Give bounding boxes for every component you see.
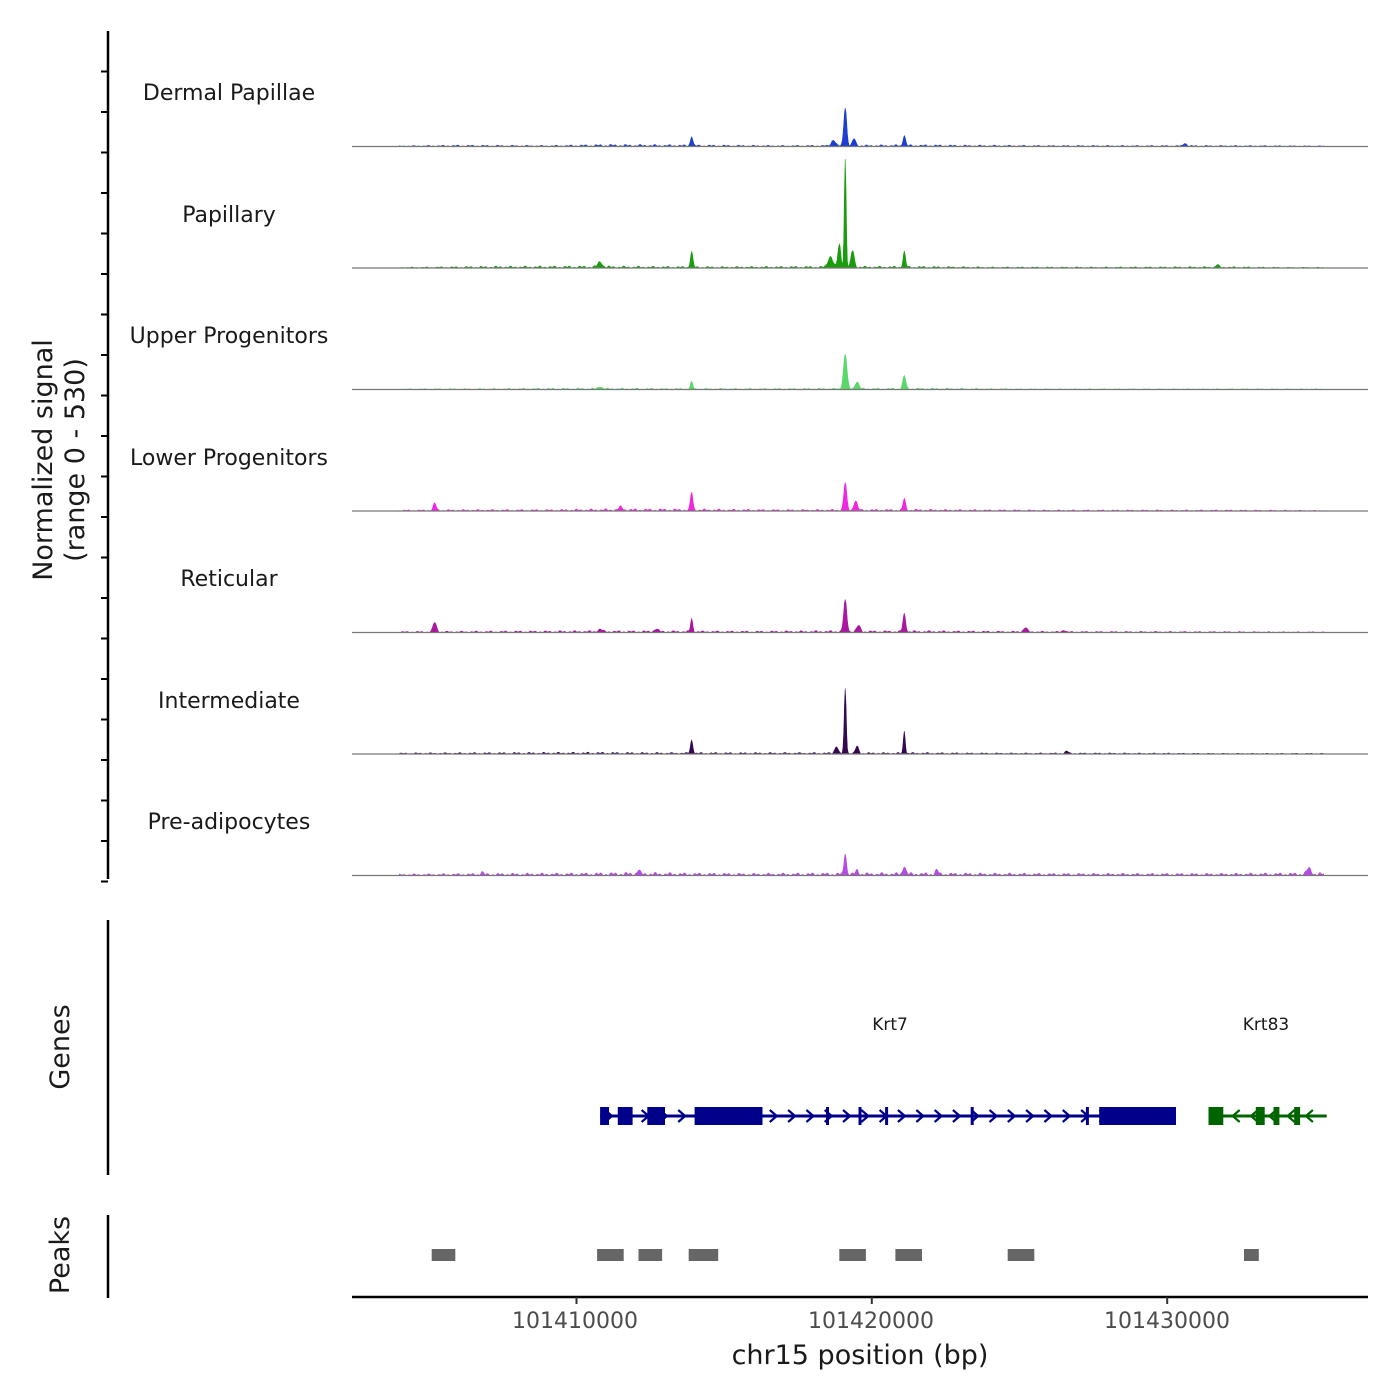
strand-chevron — [677, 1109, 687, 1123]
track-label-reticular: Reticular — [180, 567, 278, 592]
exon-mark-krt7 — [885, 1107, 889, 1125]
coverage-area-intermediate — [399, 688, 1324, 755]
x-axis-title: chr15 position (bp) — [732, 1340, 989, 1371]
coverage-tracks — [352, 108, 1368, 877]
strand-chevron — [842, 1109, 852, 1123]
track-labels: Dermal Papillae Papillary Upper Progenit… — [130, 81, 329, 835]
strand-chevron — [1249, 1109, 1259, 1123]
coverage-area-reticular — [399, 599, 1324, 633]
coverage-area-upper-progenitors — [399, 354, 1324, 390]
signal-axis-ticks — [101, 70, 108, 883]
exon-mark-krt7 — [970, 1107, 974, 1125]
peak-region — [895, 1249, 922, 1261]
strand-chevron — [860, 1109, 870, 1123]
strand-chevron — [1231, 1109, 1241, 1123]
track-label-dermal-papillae: Dermal Papillae — [143, 81, 315, 106]
strand-chevron — [769, 1109, 779, 1123]
exon-krt83 — [1273, 1107, 1280, 1125]
strand-chevron — [1007, 1109, 1017, 1123]
strand-chevron — [988, 1109, 999, 1123]
peaks-panel-label: Peaks — [45, 1216, 76, 1294]
exon-krt83 — [1294, 1107, 1301, 1125]
y-axis-title: Normalized signal — [28, 339, 59, 581]
x-tick-label-1: 101410000 — [512, 1309, 638, 1334]
strand-chevron — [1025, 1109, 1035, 1123]
exon-krt83 — [1208, 1107, 1224, 1125]
exon-krt7 — [617, 1107, 633, 1125]
track-label-upper-progenitors: Upper Progenitors — [130, 324, 329, 349]
strand-chevron — [933, 1109, 944, 1123]
gene-label-krt83: Krt83 — [1243, 1015, 1289, 1035]
x-tick-label-3: 101430000 — [1104, 1309, 1230, 1334]
gene-label-krt7: Krt7 — [872, 1015, 908, 1035]
y-axis-range: (range 0 - 530) — [60, 358, 91, 562]
track-label-papillary: Papillary — [182, 203, 276, 228]
genes-panel-label: Genes — [45, 1004, 76, 1089]
strand-chevron — [915, 1109, 925, 1123]
peak-region — [597, 1249, 624, 1261]
coverage-area-papillary — [399, 159, 1324, 269]
peak-region — [431, 1249, 456, 1261]
peak-region — [688, 1249, 719, 1261]
strand-chevron — [1285, 1109, 1296, 1123]
peak-region — [839, 1249, 866, 1261]
exon-mark-krt7 — [826, 1107, 829, 1125]
strand-chevron — [787, 1109, 797, 1123]
exon-mark-krt7 — [858, 1107, 862, 1125]
exon-krt7 — [647, 1107, 665, 1125]
exon-krt83 — [1255, 1107, 1265, 1125]
gene-track: Krt7 Krt83 — [600, 1015, 1327, 1125]
exon-krt7 — [694, 1107, 763, 1125]
strand-chevron — [1061, 1109, 1072, 1123]
track-label-intermediate: Intermediate — [158, 689, 300, 714]
x-axis-ticks: 101410000 101420000 101430000 — [512, 1297, 1230, 1334]
exon-mark-krt7 — [1085, 1107, 1089, 1125]
strand-chevron — [1043, 1109, 1054, 1123]
track-label-lower-progenitors: Lower Progenitors — [130, 446, 328, 471]
peak-track — [431, 1249, 1259, 1261]
exon-krt7 — [600, 1107, 609, 1125]
strand-chevron — [805, 1109, 816, 1123]
peak-region — [1244, 1249, 1259, 1261]
coverage-area-lower-progenitors — [399, 482, 1324, 512]
peak-region — [638, 1249, 663, 1261]
exon-krt7 — [1099, 1107, 1176, 1125]
coverage-area-pre-adipocytes — [399, 853, 1324, 876]
peak-region — [1007, 1249, 1035, 1261]
x-tick-label-2: 101420000 — [808, 1309, 934, 1334]
track-label-pre-adipocytes: Pre-adipocytes — [148, 810, 311, 835]
coverage-area-dermal-papillae — [399, 108, 1324, 147]
strand-chevron — [897, 1109, 907, 1123]
strand-chevron — [1304, 1109, 1314, 1123]
strand-chevron — [952, 1109, 962, 1123]
